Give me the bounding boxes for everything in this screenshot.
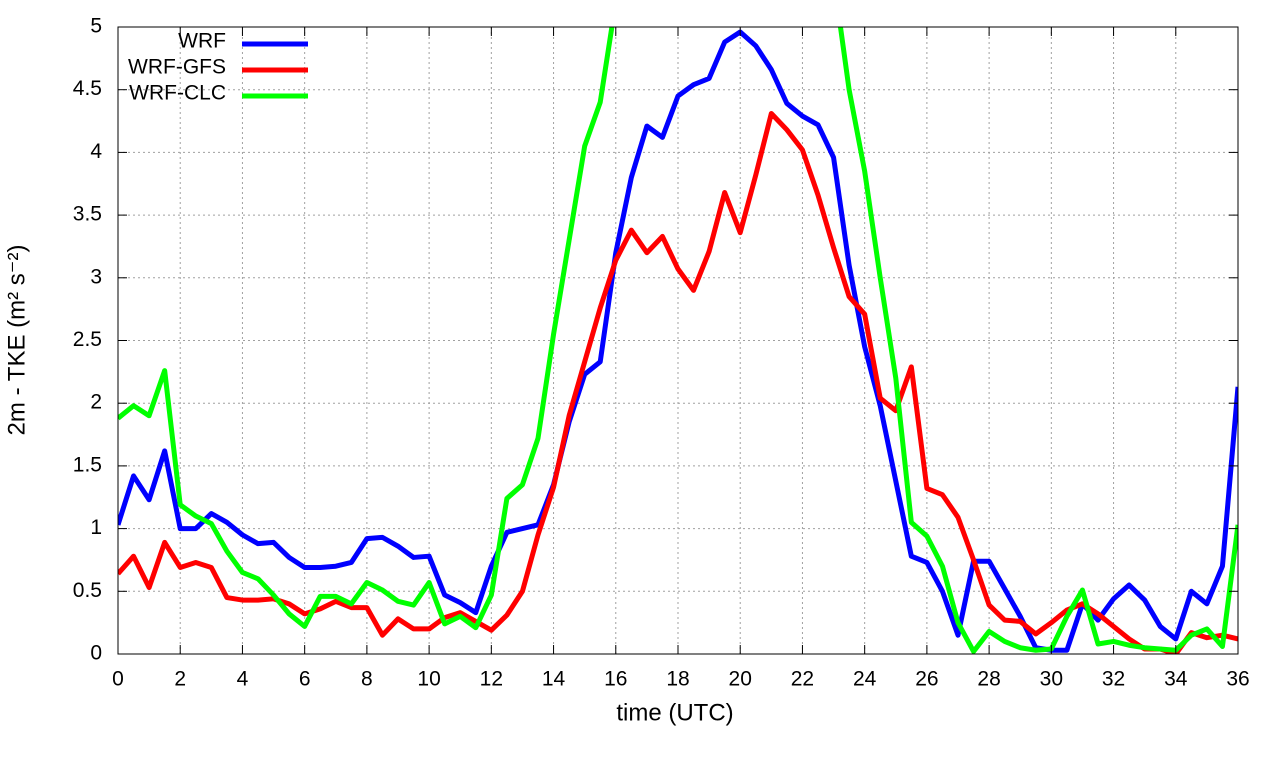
x-tick-label: 10 (417, 668, 440, 691)
x-axis-label: time (UTC) (616, 699, 733, 726)
y-axis-label: 2m - TKE (m² s⁻²) (3, 245, 30, 436)
x-tick-label: 14 (542, 668, 566, 691)
x-tick-label: 0 (112, 668, 124, 691)
x-tick-label: 34 (1164, 668, 1188, 691)
y-tick-label: 0.5 (73, 579, 102, 602)
x-tick-label: 24 (853, 668, 877, 691)
y-tick-label: 3.5 (73, 203, 102, 226)
y-tick-label: 1 (90, 516, 102, 539)
x-tick-label: 28 (977, 668, 1000, 691)
x-tick-label: 22 (791, 668, 814, 691)
x-tick-label: 8 (361, 668, 373, 691)
y-tick-label: 0 (90, 642, 102, 665)
x-tick-label: 2 (174, 668, 186, 691)
y-tick-label: 3 (90, 265, 102, 288)
y-tick-label: 2.5 (73, 328, 102, 351)
y-tick-label: 1.5 (73, 453, 102, 476)
y-tick-label: 4.5 (73, 77, 102, 100)
x-tick-label: 26 (915, 668, 938, 691)
y-tick-label: 4 (90, 140, 102, 163)
x-tick-label: 30 (1040, 668, 1063, 691)
x-tick-label: 20 (729, 668, 752, 691)
x-tick-label: 16 (604, 668, 627, 691)
x-tick-label: 12 (480, 668, 503, 691)
series-line (118, 111, 1238, 654)
x-tick-label: 36 (1226, 668, 1249, 691)
y-tick-label: 5 (90, 15, 102, 38)
x-tick-label: 18 (666, 668, 689, 691)
legend-label: WRF-CLC (129, 82, 226, 105)
x-tick-label: 32 (1102, 668, 1125, 691)
legend-label: WRF (178, 30, 226, 53)
y-tick-label: 2 (90, 391, 102, 414)
legend-label: WRF-GFS (128, 56, 226, 79)
x-tick-label: 6 (299, 668, 311, 691)
x-tick-label: 4 (237, 668, 249, 691)
